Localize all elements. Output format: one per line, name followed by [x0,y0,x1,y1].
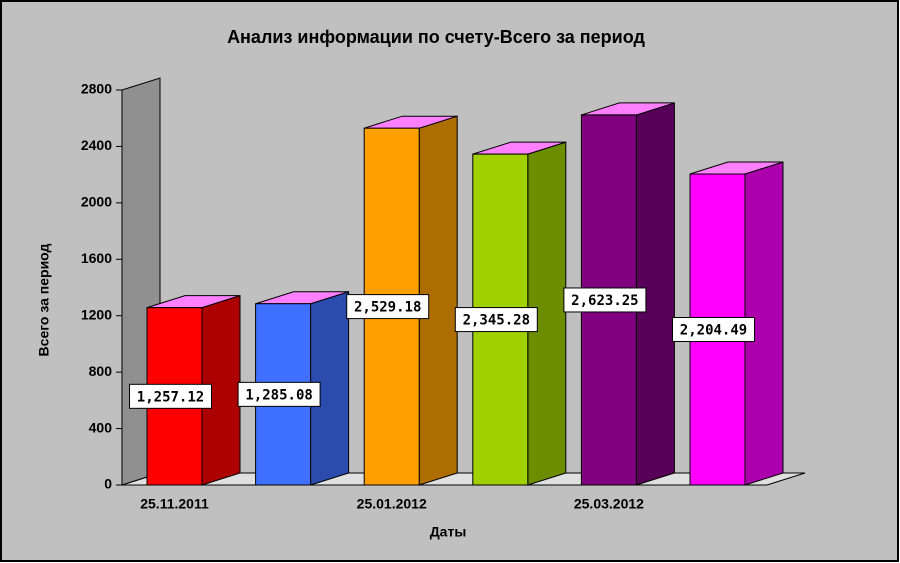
chart-title: Анализ информации по счету-Всего за пери… [227,27,645,47]
x-axis-title: Даты [430,524,467,540]
y-tick-label: 2400 [81,137,112,153]
value-label: 2,204.49 [680,323,747,339]
value-label-box [563,287,647,313]
x-tick-label: 25.01.2012 [357,496,427,512]
x-tick-label: 25.11.2011 [140,496,209,512]
value-label-box [129,383,212,409]
value-label-box [346,294,430,320]
y-tick-label: 0 [104,476,112,492]
value-label: 1,285.08 [245,387,312,403]
x-tick-label: 25.03.2012 [574,496,644,512]
value-label-box [454,307,538,333]
value-label: 2,529.18 [354,300,421,316]
y-tick-label: 1200 [81,306,112,322]
y-axis-title: Всего за период [36,243,52,356]
y-tick-label: 400 [89,419,113,435]
y-tick-label: 2800 [81,81,112,97]
y-tick-label: 2000 [81,194,112,210]
value-label: 1,257.12 [137,389,204,405]
value-label: 2,345.28 [463,313,530,329]
value-label: 2,623.25 [571,293,638,309]
y-tick-label: 1600 [81,250,112,266]
value-label-box [237,381,321,407]
y-tick-label: 800 [89,363,113,379]
value-label-box [672,317,755,343]
